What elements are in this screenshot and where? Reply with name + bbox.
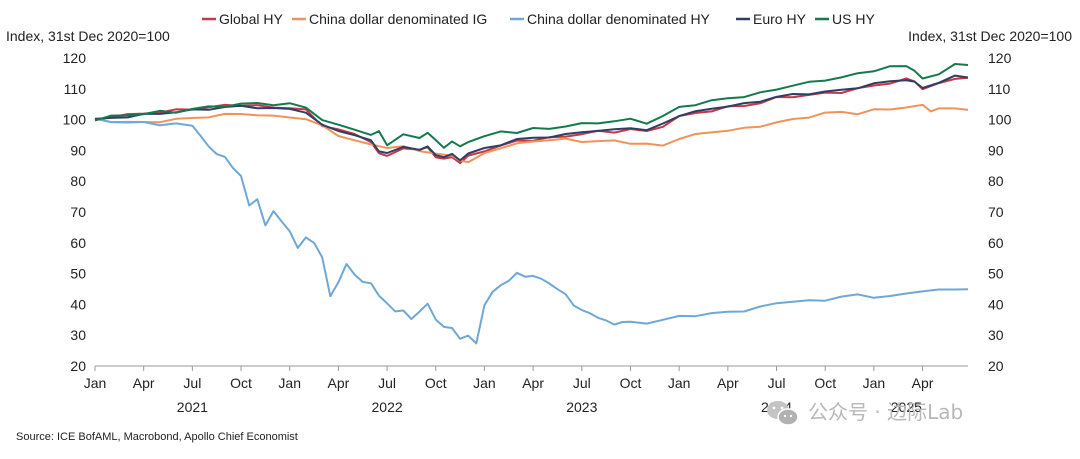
y-tick-label-left: 20 [70, 358, 86, 374]
x-tick-label: Jul [768, 375, 786, 391]
x-tick-label: Jan [668, 375, 691, 391]
series-line-us-hy [94, 63, 969, 149]
y-tick-label-right: 30 [988, 327, 1004, 343]
x-tick-label: Apr [912, 375, 934, 391]
y-tick-label-right: 60 [988, 235, 1004, 251]
series-lines [94, 63, 969, 345]
y-tick-label-right: 120 [988, 50, 1012, 66]
y-tick-label-right: 100 [988, 112, 1012, 128]
x-tick-label: Apr [133, 375, 155, 391]
y-tick-label-left: 70 [70, 204, 86, 220]
y-tick-label-right: 110 [988, 81, 1011, 97]
y-tick-label-left: 90 [70, 142, 86, 158]
y-tick-label-right: 70 [988, 204, 1004, 220]
x-ticks: Jan Apr Jul Oct Jan Apr Jul Oct Jan Apr Jul Oct Jan A… [84, 366, 934, 391]
legend-label: Global HY [219, 11, 283, 27]
y-tick-label-right: 50 [988, 266, 1004, 282]
watermark: 公众号 · 边际Lab [767, 400, 963, 426]
y-tick-label-left: 80 [70, 173, 86, 189]
y-tick-label-left: 50 [70, 266, 86, 282]
y-ticks-left: 20 30 40 50 60 70 80 90 100 110 120 [63, 50, 87, 374]
year-label: 2023 [566, 399, 597, 415]
wechat-icon [767, 401, 799, 426]
x-tick-label: Jul [183, 375, 201, 391]
legend-label: Euro HY [753, 11, 807, 27]
x-tick-label: Apr [717, 375, 739, 391]
y-tick-label-right: 40 [988, 296, 1004, 312]
y-tick-label-left: 120 [63, 50, 87, 66]
year-label: 2025 [891, 399, 922, 415]
legend-label: China dollar denominated IG [309, 11, 487, 27]
y-ticks-right: 20 30 40 50 60 70 80 90 100 110 120 [988, 50, 1012, 374]
x-tick-label: Oct [230, 375, 252, 391]
y-tick-label-right: 90 [988, 142, 1004, 158]
x-tick-label: Jan [278, 375, 301, 391]
legend-label: US HY [832, 11, 875, 27]
y-tick-label-right: 80 [988, 173, 1004, 189]
y-tick-label-right: 20 [988, 358, 1004, 374]
y-tick-label-left: 40 [70, 296, 86, 312]
y-tick-label-left: 60 [70, 235, 86, 251]
y-tick-label-left: 30 [70, 327, 86, 343]
x-tick-label: Jul [573, 375, 591, 391]
x-tick-label: Apr [522, 375, 544, 391]
watermark-text: 公众号 · 边际Lab [808, 400, 963, 424]
x-tick-label: Jul [378, 375, 396, 391]
x-tick-label: Jan [863, 375, 886, 391]
x-tick-label: Oct [620, 375, 642, 391]
y-axis-label-left: Index, 31st Dec 2020=100 [6, 28, 170, 44]
year-label: 2022 [372, 399, 403, 415]
series-line-china-dollar-denominated-ig [94, 103, 969, 164]
year-label: 2021 [177, 399, 208, 415]
x-tick-label: Oct [814, 375, 836, 391]
source-note: Source: ICE BofAML, Macrobond, Apollo Ch… [16, 431, 298, 443]
legend-label: China dollar denominated HY [527, 11, 711, 27]
y-tick-label-left: 110 [64, 81, 87, 97]
x-tick-label: Oct [425, 375, 447, 391]
legend: Global HY China dollar denominated IG Chin… [202, 11, 875, 27]
y-tick-label-left: 100 [63, 112, 87, 128]
y-axis-label-right: Index, 31st Dec 2020=100 [908, 28, 1072, 44]
x-tick-label: Apr [328, 375, 350, 391]
x-tick-label: Jan [473, 375, 496, 391]
x-tick-label: Jan [84, 375, 107, 391]
series-line-euro-hy [94, 74, 969, 162]
series-line-china-dollar-denominated-hy [94, 117, 969, 345]
